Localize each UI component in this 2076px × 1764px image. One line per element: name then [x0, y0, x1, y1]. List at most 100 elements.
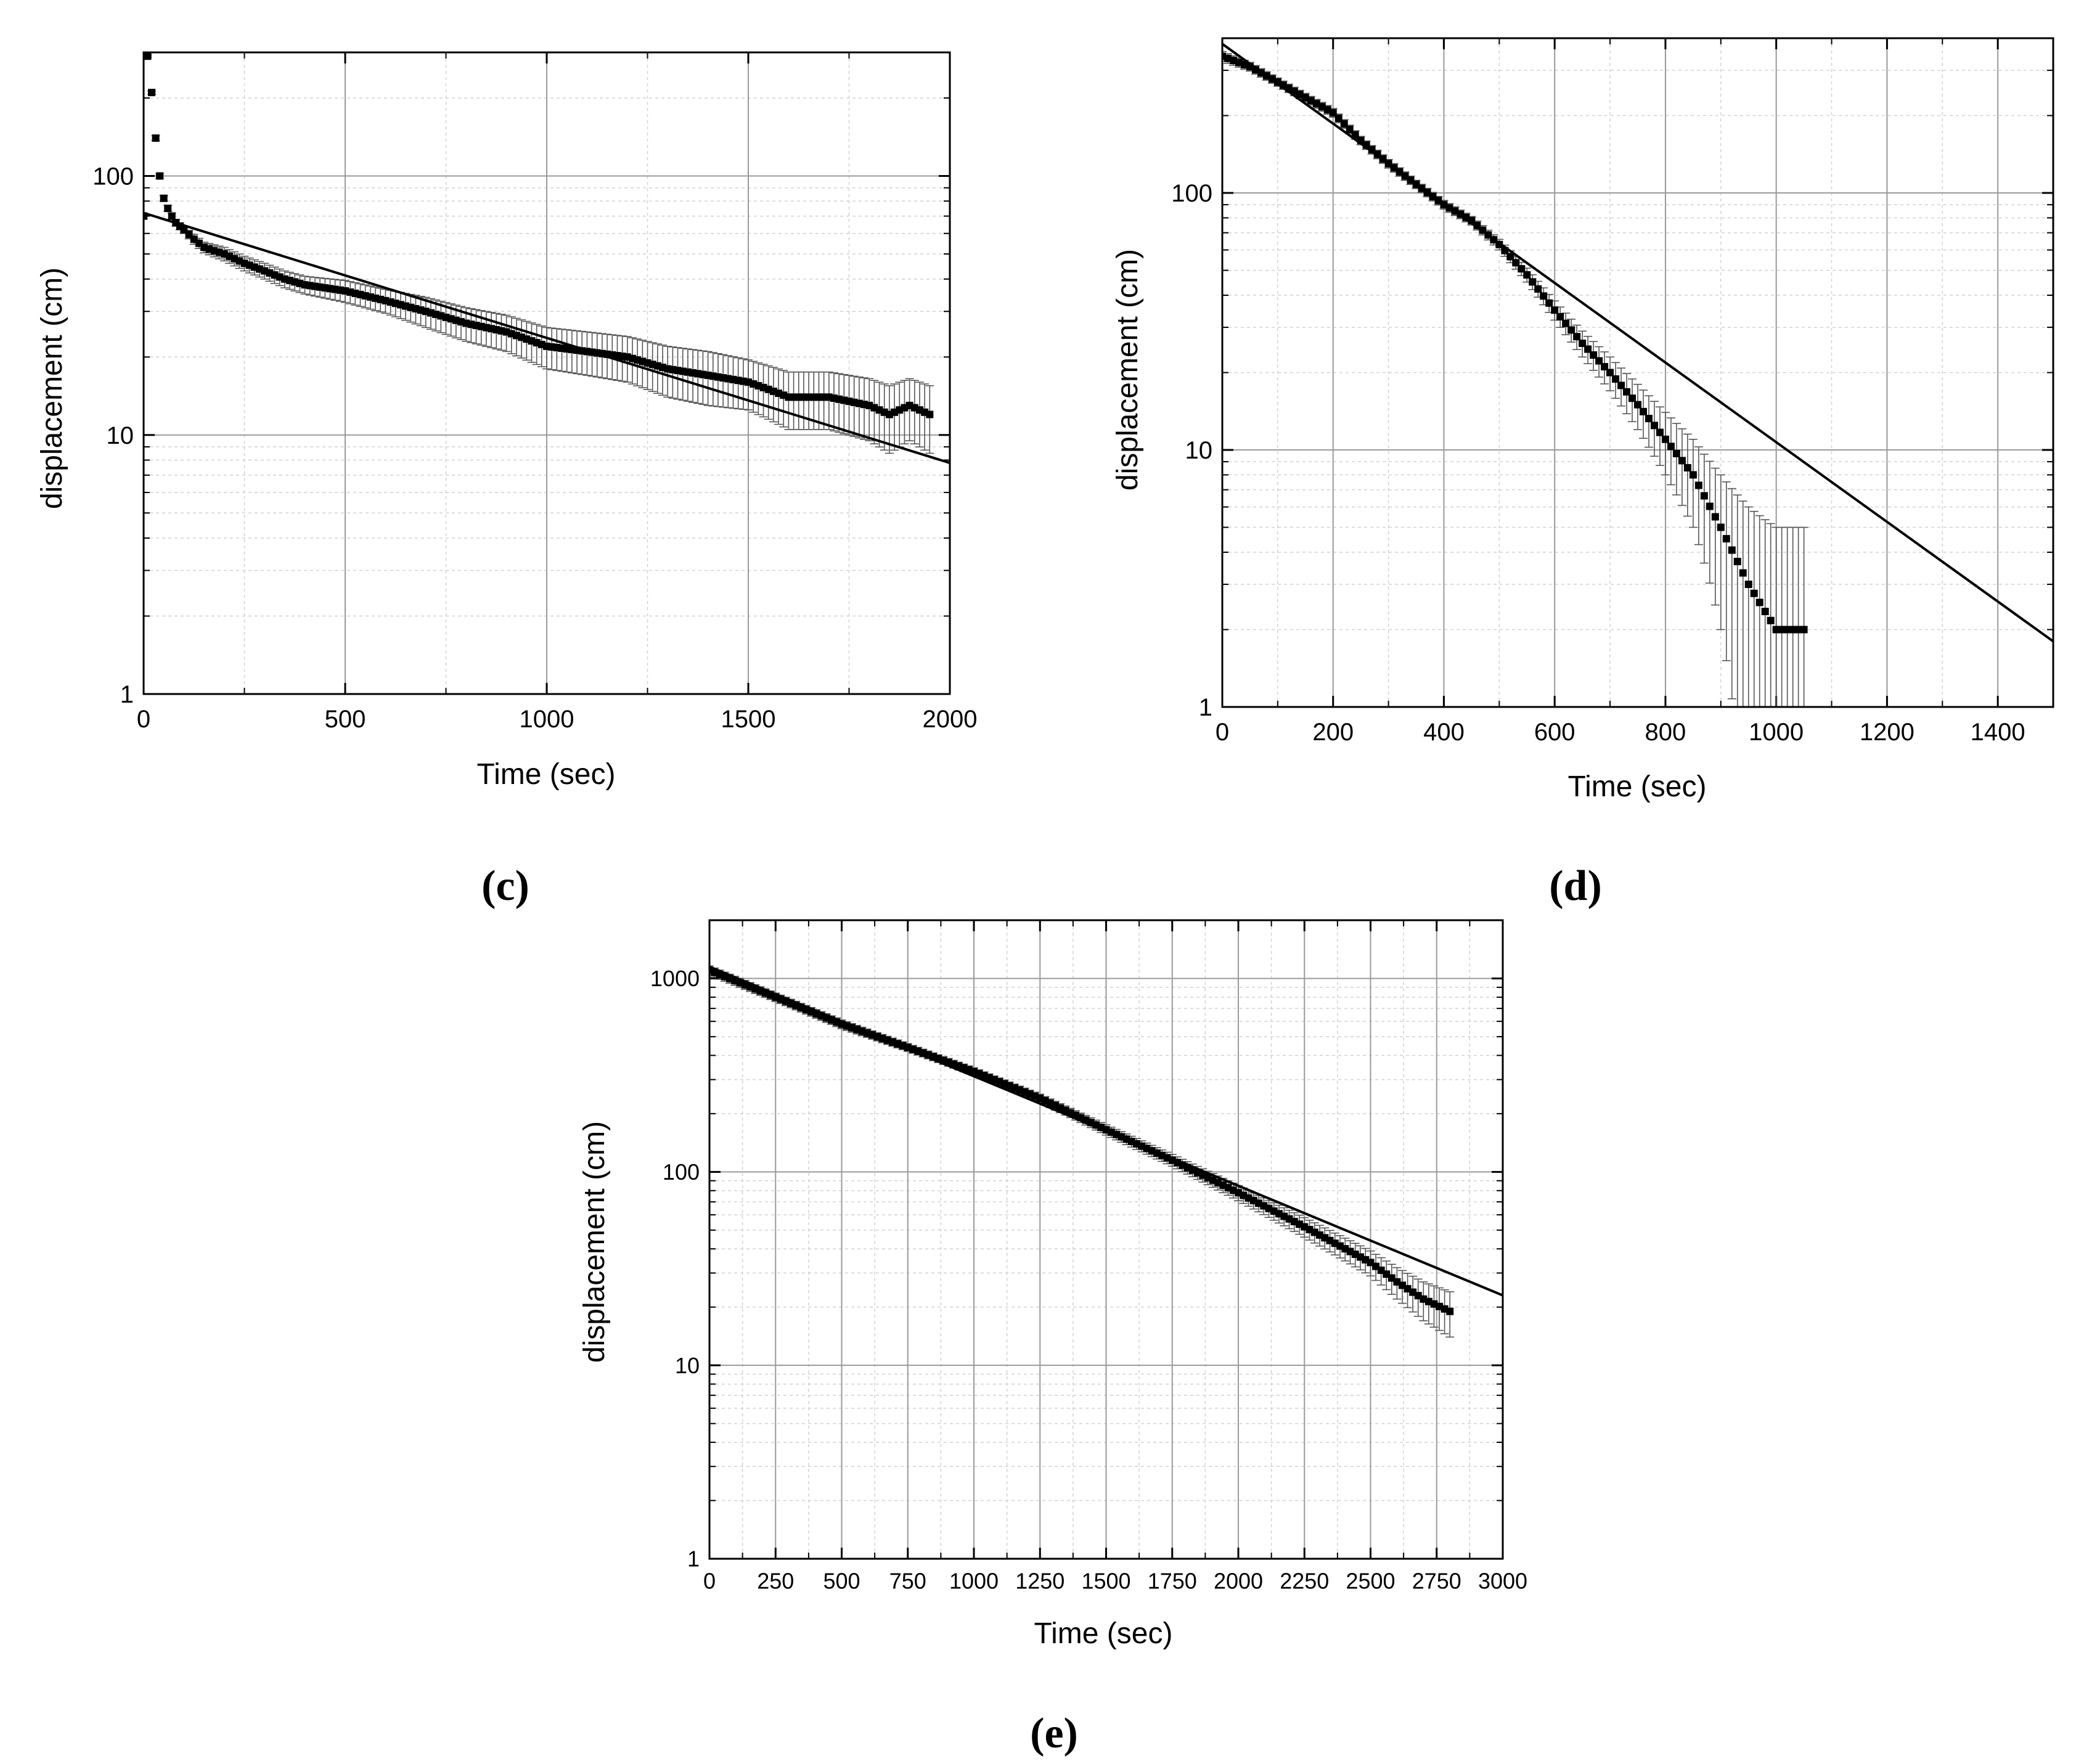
data-point-d — [1523, 271, 1531, 279]
data-point-c — [168, 212, 176, 220]
x-tick-label-d: 400 — [1423, 719, 1465, 746]
x-tick-label-e: 2000 — [1214, 1569, 1263, 1594]
data-point-d — [1612, 375, 1620, 383]
panel-label-e-close: ) — [1064, 1710, 1078, 1757]
data-point-d — [1733, 558, 1741, 566]
panel-label-c-letter: c — [496, 862, 515, 910]
y-tick-label-d: 100 — [1171, 180, 1212, 207]
data-point-d — [1667, 443, 1675, 451]
panel-label-d-letter: d — [1564, 862, 1588, 910]
data-point-d — [1545, 299, 1553, 307]
data-point-d — [1512, 259, 1520, 267]
data-point-d — [1639, 407, 1647, 415]
data-point-d — [1506, 253, 1514, 261]
x-tick-label-e: 2250 — [1280, 1569, 1329, 1594]
data-point-d — [1728, 546, 1736, 554]
x-tick-label-e: 1000 — [949, 1569, 999, 1594]
data-point-d — [1700, 492, 1708, 500]
y-tick-label-e: 10 — [675, 1353, 700, 1378]
fit-line-e — [709, 965, 1503, 1297]
chart-e: 1 10 100 1000 0 250 500 750 1000 1250 1500 1750 2000… — [578, 919, 1527, 1757]
panel-label-d-close: ) — [1587, 862, 1601, 910]
data-point-d — [1601, 362, 1609, 370]
data-point-c — [152, 134, 160, 142]
panel-label-c-open: ( — [481, 862, 496, 910]
data-point-d — [1672, 449, 1680, 457]
data-layer-c — [144, 52, 950, 465]
data-point-d — [1584, 345, 1592, 353]
data-point-d — [1567, 326, 1575, 334]
plot-frame-e — [708, 919, 1504, 1560]
data-point-e — [1446, 1307, 1454, 1315]
data-point-d — [1529, 278, 1537, 286]
data-point-d — [1645, 415, 1653, 423]
panel-label-c-close: ) — [515, 862, 529, 910]
x-tick-label-d: 1400 — [1971, 719, 2025, 746]
data-point-d — [1562, 319, 1570, 327]
data-point-c — [427, 309, 435, 317]
x-tick-label-e: 1250 — [1015, 1569, 1065, 1594]
panel-label-e: (e) — [1030, 1710, 1078, 1757]
data-point-d — [1656, 428, 1664, 436]
data-point-d — [1722, 535, 1730, 543]
data-point-d — [1683, 463, 1691, 472]
panel-label-c: (c) — [481, 862, 529, 910]
x-tick-label-e: 750 — [889, 1569, 926, 1594]
y-tick-label-d: 1 — [1199, 694, 1212, 721]
data-point-d — [1800, 626, 1808, 634]
data-point-d — [1606, 369, 1614, 377]
x-tick-label-d: 1000 — [1749, 719, 1804, 746]
data-point-d — [1534, 285, 1542, 293]
data-point-d — [1518, 265, 1526, 273]
data-point-d — [1761, 608, 1769, 616]
x-tick-label-e: 500 — [823, 1569, 860, 1594]
fit-line-d — [1222, 43, 2053, 643]
data-point-c — [156, 172, 164, 180]
y-tick-label-c: 1 — [120, 681, 134, 708]
x-tick-label-e: 0 — [703, 1569, 716, 1594]
y-axis-title-d: displacement (cm) — [1111, 249, 1144, 491]
x-tick-label-e: 2750 — [1412, 1569, 1461, 1594]
data-point-d — [1579, 339, 1587, 347]
data-point-d — [1595, 357, 1603, 365]
panel-label-d-open: ( — [1549, 862, 1563, 910]
fit-line-c — [144, 211, 950, 465]
x-tick-label-c: 2000 — [923, 706, 978, 733]
y-axis-title-c: displacement (cm) — [36, 267, 68, 509]
data-point-c — [164, 205, 172, 213]
data-point-d — [1767, 616, 1775, 624]
plot-frame-c — [142, 51, 951, 695]
x-tick-label-e: 2500 — [1346, 1569, 1395, 1594]
data-point-d — [1717, 523, 1725, 531]
data-point-d — [1590, 351, 1598, 359]
x-axis-title-d: Time (sec) — [1568, 770, 1707, 803]
panel-label-e-letter: e — [1044, 1710, 1063, 1757]
y-tick-label-e: 1000 — [650, 966, 700, 991]
x-tick-label-d: 200 — [1312, 719, 1354, 746]
data-point-d — [1629, 394, 1637, 402]
x-tick-label-e: 250 — [757, 1569, 794, 1594]
data-point-d — [1689, 471, 1697, 479]
data-point-d — [1706, 502, 1714, 510]
data-point-d — [1744, 581, 1752, 589]
data-point-d — [1617, 382, 1625, 390]
data-point-d — [1694, 481, 1702, 489]
data-layer-d — [1222, 43, 2053, 707]
y-tick-label-c: 100 — [92, 163, 134, 190]
x-tick-label-e: 1500 — [1081, 1569, 1130, 1594]
x-tick-label-d: 1200 — [1860, 719, 1915, 746]
data-point-c — [160, 194, 168, 202]
x-tick-label-e: 1750 — [1148, 1569, 1197, 1594]
x-axis-title-e: Time (sec) — [1034, 1617, 1173, 1650]
x-tick-label-d: 600 — [1534, 719, 1575, 746]
y-axis-title-e: displacement (cm) — [578, 1121, 611, 1363]
data-point-d — [1661, 435, 1669, 443]
data-point-c — [148, 89, 156, 97]
data-point-c — [144, 52, 152, 60]
data-point-d — [1650, 422, 1658, 430]
y-tick-label-d: 10 — [1185, 437, 1213, 464]
